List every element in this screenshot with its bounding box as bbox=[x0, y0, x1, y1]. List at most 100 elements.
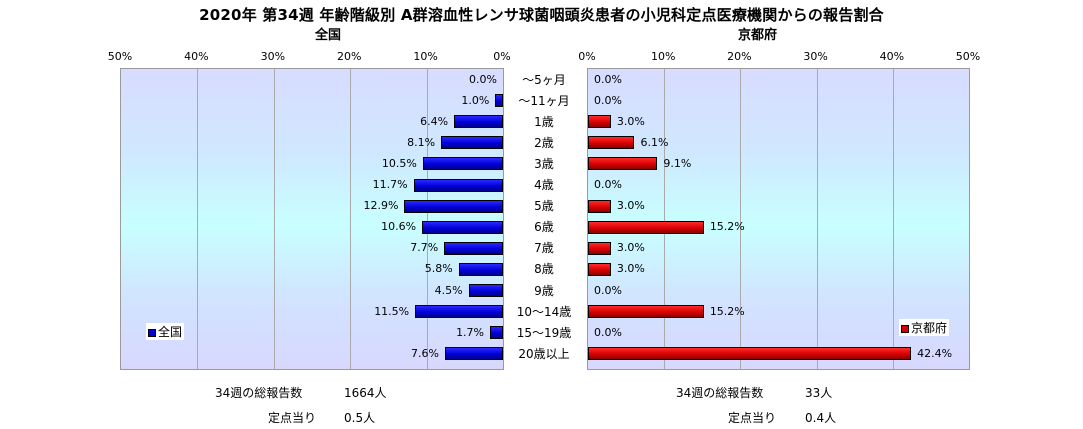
kyoto-value-label: 0.0% bbox=[594, 325, 622, 339]
national-value-label: 7.6% bbox=[410, 346, 439, 360]
national-legend-swatch bbox=[148, 328, 156, 337]
national-value-label: 1.7% bbox=[456, 325, 485, 339]
kyoto-value-label: 0.0% bbox=[594, 283, 622, 297]
national-value-label: 0.0% bbox=[469, 72, 497, 86]
national-bar bbox=[441, 136, 503, 150]
kyoto-value-label: 9.1% bbox=[663, 156, 692, 170]
kyoto-axis-tick: 50% bbox=[955, 50, 981, 63]
kyoto-bar bbox=[588, 220, 704, 234]
kyoto-gridline bbox=[816, 69, 818, 369]
national-value-label: 6.4% bbox=[420, 114, 449, 128]
left-subtitle: 全国 bbox=[315, 28, 342, 43]
national-axis-tick: 0% bbox=[493, 50, 511, 63]
national-bar bbox=[422, 220, 503, 234]
kyoto-total-value: 33人 bbox=[805, 386, 833, 400]
national-plot-area: 全国 0.0% 1.0% 6.4% 8.1% 10.5% 11.7% 12.9% 10.6% 7… bbox=[120, 68, 504, 370]
kyoto-bar bbox=[588, 157, 658, 171]
kyoto-axis-tick: 40% bbox=[879, 50, 905, 63]
kyoto-value-label: 0.0% bbox=[594, 178, 622, 191]
national-bar bbox=[495, 94, 503, 108]
category-label: 6歳 bbox=[534, 220, 554, 235]
category-label: 4歳 bbox=[534, 178, 554, 192]
national-gridline bbox=[273, 69, 275, 369]
kyoto-value-label: 0.0% bbox=[594, 72, 622, 86]
kyoto-axis-tick: 10% bbox=[650, 50, 676, 63]
kyoto-bar bbox=[588, 115, 611, 129]
national-bar bbox=[404, 199, 503, 213]
national-total-label: 34週の総報告数 bbox=[215, 386, 303, 400]
kyoto-legend-swatch bbox=[901, 324, 909, 333]
kyoto-bar bbox=[588, 136, 635, 150]
national-axis-tick: 50% bbox=[107, 50, 133, 63]
national-legend: 全国 bbox=[146, 323, 185, 340]
chart-title: 2020年 第34週 年齢階級別 A群溶血性レンサ球菌咽頭炎患者の小児科定点医療… bbox=[199, 6, 884, 24]
national-gridline bbox=[350, 69, 352, 369]
kyoto-per-label: 定点当り bbox=[728, 411, 777, 425]
national-value-label: 10.6% bbox=[381, 220, 417, 234]
national-axis-tick: 30% bbox=[260, 50, 286, 63]
kyoto-axis-tick: 30% bbox=[803, 50, 828, 63]
kyoto-value-label: 3.0% bbox=[616, 114, 645, 128]
national-bar bbox=[444, 241, 503, 255]
kyoto-value-label: 42.4% bbox=[917, 346, 953, 360]
kyoto-gridline bbox=[664, 69, 666, 369]
category-label: 2歳 bbox=[534, 135, 554, 150]
national-total-value: 1664人 bbox=[344, 386, 387, 400]
kyoto-value-label: 3.0% bbox=[616, 241, 645, 255]
category-label: 8歳 bbox=[534, 262, 554, 277]
national-value-label: 8.1% bbox=[407, 135, 436, 149]
national-bar bbox=[454, 115, 503, 129]
category-label: 1歳 bbox=[534, 114, 554, 129]
kyoto-axis-tick: 0% bbox=[578, 50, 596, 63]
kyoto-value-label: 0.0% bbox=[594, 93, 622, 107]
category-label: 10〜14歳 bbox=[516, 304, 572, 319]
national-value-label: 11.7% bbox=[372, 178, 408, 191]
national-value-label: 11.5% bbox=[374, 304, 410, 318]
national-axis-tick: 20% bbox=[336, 50, 362, 63]
right-subtitle: 京都府 bbox=[738, 28, 778, 43]
national-bar bbox=[468, 284, 503, 297]
category-label: 9歳 bbox=[534, 283, 554, 298]
national-bar bbox=[422, 157, 503, 171]
category-label: 20歳以上 bbox=[518, 346, 570, 361]
kyoto-gridline bbox=[892, 69, 894, 369]
national-axis-tick: 40% bbox=[184, 50, 209, 63]
national-bar bbox=[444, 347, 503, 361]
kyoto-value-label: 3.0% bbox=[616, 199, 645, 213]
kyoto-bar bbox=[588, 305, 704, 319]
kyoto-value-label: 15.2% bbox=[709, 304, 745, 318]
category-label: 〜11ヶ月 bbox=[518, 93, 570, 108]
kyoto-bar bbox=[588, 347, 912, 361]
national-value-label: 12.9% bbox=[363, 199, 399, 213]
kyoto-value-label: 15.2% bbox=[709, 220, 745, 234]
national-gridline bbox=[426, 69, 428, 369]
kyoto-legend: 京都府 bbox=[899, 319, 950, 336]
kyoto-plot-area: 京都府 0.0% 0.0% 3.0% 6.1% 9.1% 0.0% 3.0% 15.2% 3.0… bbox=[587, 68, 970, 370]
kyoto-bar bbox=[588, 262, 611, 276]
category-label: 15〜19歳 bbox=[516, 325, 572, 340]
kyoto-bar bbox=[588, 199, 611, 213]
national-value-label: 7.7% bbox=[410, 241, 439, 255]
national-bar bbox=[413, 178, 503, 192]
national-legend-label: 全国 bbox=[158, 325, 183, 339]
national-value-label: 4.5% bbox=[434, 283, 463, 297]
kyoto-per-value: 0.4人 bbox=[805, 411, 837, 425]
national-value-label: 1.0% bbox=[461, 93, 490, 107]
category-label: 5歳 bbox=[534, 199, 554, 214]
national-bar bbox=[458, 262, 503, 276]
national-bar bbox=[415, 305, 503, 319]
kyoto-legend-label: 京都府 bbox=[911, 321, 948, 335]
kyoto-axis-tick: 20% bbox=[727, 50, 752, 63]
national-bar bbox=[490, 326, 503, 340]
category-label: 〜5ヶ月 bbox=[522, 72, 566, 87]
national-value-label: 10.5% bbox=[381, 156, 417, 170]
national-value-label: 5.8% bbox=[424, 262, 453, 276]
category-label: 7歳 bbox=[534, 241, 554, 256]
national-per-value: 0.5人 bbox=[344, 411, 376, 425]
kyoto-bar bbox=[588, 241, 611, 255]
national-gridline bbox=[197, 69, 199, 369]
national-per-label: 定点当り bbox=[268, 411, 317, 425]
kyoto-total-label: 34週の総報告数 bbox=[676, 386, 764, 400]
kyoto-value-label: 6.1% bbox=[640, 135, 669, 149]
kyoto-gridline bbox=[740, 69, 742, 369]
